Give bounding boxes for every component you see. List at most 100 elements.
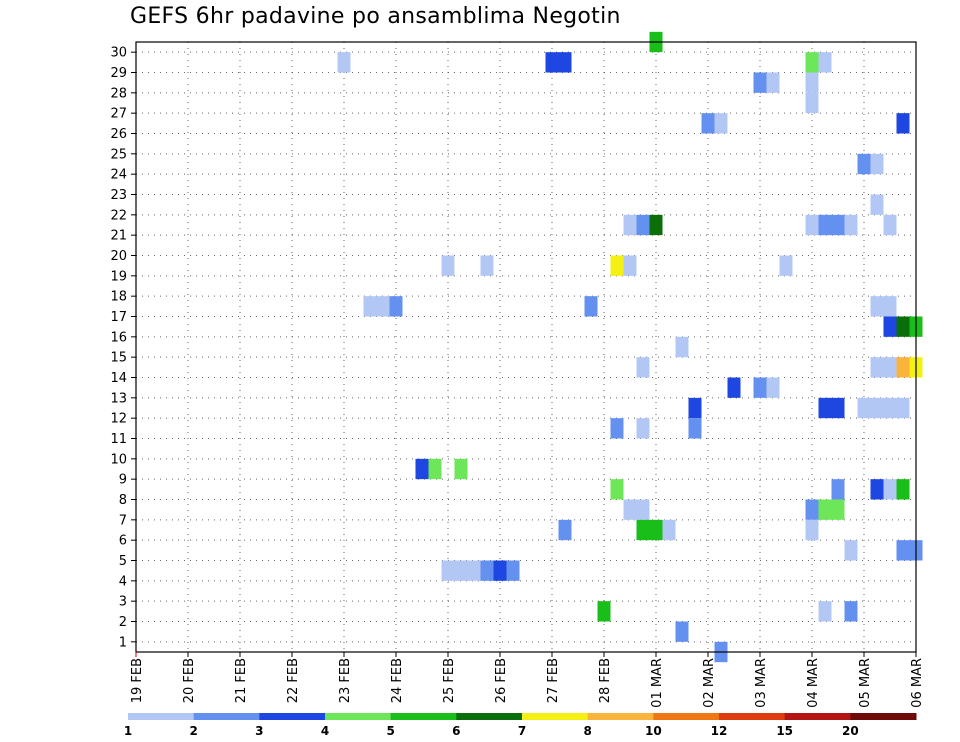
precip-cell bbox=[337, 52, 351, 73]
precip-cell bbox=[766, 72, 780, 93]
precip-cell bbox=[558, 52, 572, 73]
plot-frame bbox=[135, 41, 917, 653]
y-tick-label: 12 bbox=[110, 412, 127, 427]
precip-cell bbox=[753, 72, 767, 93]
legend-label: 10 bbox=[645, 724, 662, 738]
legend-label: 15 bbox=[776, 724, 793, 738]
y-tick-label: 6 bbox=[119, 534, 127, 549]
precip-cell bbox=[675, 336, 689, 358]
precip-cell bbox=[857, 397, 871, 419]
precip-cell bbox=[805, 499, 819, 520]
x-tick-label: 23 FEB bbox=[338, 658, 353, 703]
legend-label: 3 bbox=[255, 724, 263, 738]
y-tick-label: 20 bbox=[110, 249, 127, 264]
precip-cell bbox=[870, 397, 884, 419]
precip-cell bbox=[376, 296, 390, 317]
precip-cell bbox=[896, 540, 910, 561]
precip-cell bbox=[454, 560, 468, 581]
x-tick-label: 21 FEB bbox=[234, 658, 249, 703]
x-tick-label: 25 FEB bbox=[442, 658, 457, 703]
precip-cell bbox=[883, 316, 897, 337]
y-tick-label: 10 bbox=[110, 452, 127, 467]
y-tick-label: 3 bbox=[119, 595, 127, 610]
legend-swatch bbox=[784, 713, 851, 720]
precip-cell bbox=[753, 377, 767, 398]
precip-cell bbox=[805, 72, 819, 93]
legend-swatch bbox=[325, 713, 392, 720]
precip-cell bbox=[441, 255, 455, 276]
legend-label: 20 bbox=[842, 724, 859, 738]
x-tick-label: 26 FEB bbox=[494, 658, 509, 703]
precip-cell bbox=[662, 519, 676, 541]
y-tick-label: 1 bbox=[119, 635, 127, 650]
y-tick-label: 7 bbox=[119, 513, 127, 528]
precip-cell bbox=[610, 255, 624, 276]
precip-cell bbox=[675, 621, 689, 642]
y-tick-label: 5 bbox=[119, 554, 127, 569]
y-tick-label: 17 bbox=[110, 310, 127, 325]
precip-cell bbox=[896, 397, 910, 419]
precip-cell bbox=[649, 214, 663, 236]
precip-cell bbox=[805, 214, 819, 236]
precip-cell bbox=[831, 479, 845, 500]
precip-cell bbox=[636, 499, 650, 520]
legend-label: 7 bbox=[518, 724, 526, 738]
legend-swatch bbox=[390, 713, 457, 720]
precip-cell bbox=[480, 255, 494, 276]
precip-cell bbox=[623, 499, 637, 520]
precip-cell bbox=[714, 113, 728, 134]
precip-cell bbox=[636, 418, 650, 439]
precip-cell bbox=[779, 255, 793, 276]
y-tick-label: 26 bbox=[110, 127, 127, 142]
precip-cell bbox=[896, 113, 910, 134]
precip-cell bbox=[818, 214, 832, 236]
legend-label: 1 bbox=[124, 724, 132, 738]
legend-label: 2 bbox=[189, 724, 197, 738]
precip-cell bbox=[610, 479, 624, 500]
x-tick-label: 28 FEB bbox=[598, 658, 613, 703]
x-tick-label: 05 MAR bbox=[858, 658, 873, 708]
precip-cell bbox=[480, 560, 494, 581]
legend-swatch bbox=[193, 713, 260, 720]
precip-cell bbox=[688, 418, 702, 439]
y-tick-label: 18 bbox=[110, 290, 127, 305]
y-tick-label: 29 bbox=[110, 66, 127, 81]
x-tick-label: 24 FEB bbox=[390, 658, 405, 703]
legend-label: 8 bbox=[583, 724, 591, 738]
x-tick-label: 22 FEB bbox=[286, 658, 301, 703]
legend-label: 12 bbox=[711, 724, 728, 738]
precip-cell bbox=[623, 214, 637, 236]
x-tick-label: 01 MAR bbox=[650, 658, 665, 708]
precip-cell bbox=[844, 540, 858, 561]
precip-cell bbox=[454, 458, 468, 480]
precip-cell bbox=[688, 397, 702, 419]
precip-cell bbox=[870, 194, 884, 215]
precip-cell bbox=[831, 397, 845, 419]
y-tick-label: 27 bbox=[110, 107, 127, 122]
precip-cell bbox=[883, 397, 897, 419]
precip-cell bbox=[870, 296, 884, 317]
y-tick-label: 14 bbox=[110, 371, 127, 386]
precip-cell bbox=[818, 52, 832, 73]
y-tick-label: 11 bbox=[110, 432, 127, 447]
precip-cell bbox=[870, 357, 884, 378]
precip-cell bbox=[857, 153, 871, 175]
precip-cell bbox=[818, 397, 832, 419]
precip-cell bbox=[818, 601, 832, 622]
precip-cell bbox=[844, 601, 858, 622]
precip-cell bbox=[389, 296, 403, 317]
precip-cell bbox=[805, 519, 819, 541]
precip-cell bbox=[415, 458, 429, 480]
precip-cell bbox=[896, 316, 910, 337]
legend-label: 4 bbox=[321, 724, 329, 738]
precip-cell bbox=[818, 499, 832, 520]
precip-cell bbox=[727, 377, 741, 398]
precip-cell bbox=[493, 560, 507, 581]
precip-cell bbox=[506, 560, 520, 581]
legend-swatch bbox=[456, 713, 523, 720]
legend-swatch bbox=[587, 713, 654, 720]
precip-cell bbox=[805, 92, 819, 114]
y-tick-label: 25 bbox=[110, 147, 127, 162]
precip-cell bbox=[701, 113, 715, 134]
